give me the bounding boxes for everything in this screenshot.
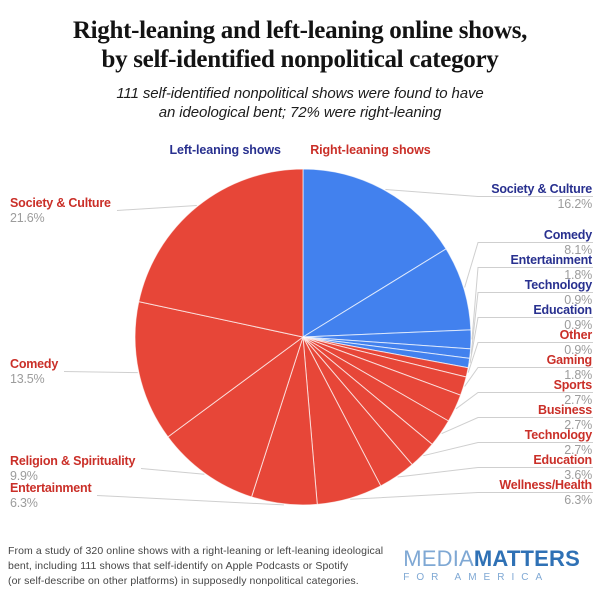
leader-lines — [63, 189, 593, 506]
slice-label-value: 13.5% — [10, 372, 45, 386]
slice-label-name: Entertainment — [10, 481, 92, 495]
slice-label-name: Gaming — [546, 353, 593, 367]
leader-line — [470, 292, 593, 354]
source-note-line: bent, including 111 shows that self-iden… — [8, 560, 349, 572]
slice-label: Education 0.9% — [533, 303, 592, 332]
slice-label-value: 2.7% — [564, 443, 592, 457]
slice-label: Wellness/Health 6.3% — [499, 478, 592, 507]
slice-label: Education 3.6% — [533, 453, 592, 482]
leader-line — [397, 467, 593, 478]
slice-label: Society & Culture 21.6% — [10, 196, 111, 225]
slice-label-name: Comedy — [10, 357, 59, 371]
slice-label-value: 0.9% — [564, 343, 592, 357]
slice-label: Comedy 13.5% — [10, 357, 58, 386]
slice-label-name: Religion & Spirituality — [10, 454, 136, 468]
leader-line — [464, 367, 593, 387]
logo-wordmark: MEDIAMATTERS — [403, 548, 580, 570]
pie-slice-comedy — [134, 301, 304, 438]
slice-label-name: Education — [533, 453, 592, 467]
source-note-line: From a study of 320 online shows with a … — [8, 545, 384, 557]
subtitle-line-1: 111 self-identified nonpolitical shows w… — [116, 85, 484, 102]
slice-label-name: Business — [538, 403, 592, 417]
leader-line — [116, 205, 197, 211]
leader-line — [140, 468, 205, 475]
pie-slice-religion-spirituality — [167, 336, 304, 498]
slice-label-value: 0.9% — [564, 293, 592, 307]
legend-left-leaning: Left-leaning shows — [169, 143, 281, 157]
pie-slices — [134, 168, 472, 506]
slice-label-name: Other — [559, 328, 593, 342]
slice-label: Sports 2.7% — [553, 378, 593, 407]
slice-label: Other 0.9% — [559, 328, 593, 357]
source-note: From a study of 320 online shows with a … — [8, 544, 383, 589]
slice-label-value: 6.3% — [10, 496, 38, 510]
slice-label-name: Sports — [553, 378, 593, 392]
slice-label-value: 6.3% — [564, 493, 592, 507]
slice-label-value: 2.7% — [564, 418, 592, 432]
slice-label-name: Technology — [524, 278, 592, 292]
leader-line — [96, 495, 284, 506]
slice-label: Entertainment 1.8% — [510, 253, 593, 282]
leader-line — [464, 242, 593, 288]
slice-label-value: 2.7% — [564, 393, 592, 407]
title-line-2: by self-identified nonpolitical category — [101, 46, 499, 73]
slice-label-value: 0.9% — [564, 318, 592, 332]
slice-label: Comedy 8.1% — [544, 228, 592, 257]
logo-tagline: FOR AMERICA — [403, 572, 550, 583]
slice-label-value: 16.2% — [557, 197, 593, 211]
slice-label-name: Society & Culture — [491, 182, 592, 196]
leader-line — [63, 371, 138, 374]
legend-right-leaning: Right-leaning shows — [310, 143, 431, 157]
slice-label-value: 1.8% — [564, 368, 592, 382]
slice-label-value: 3.6% — [564, 468, 592, 482]
slice-label-name: Entertainment — [510, 253, 593, 267]
slice-label-name: Society & Culture — [10, 196, 111, 210]
logo-matters-text: MATTERS — [473, 546, 580, 571]
leader-line — [467, 342, 593, 373]
leader-line — [423, 442, 593, 457]
slice-label: Technology 0.9% — [525, 278, 592, 307]
media-matters-logo: MEDIAMATTERS FOR AMERICA — [403, 548, 580, 584]
leader-line — [441, 417, 593, 435]
leader-line — [471, 267, 593, 340]
leader-line — [469, 317, 593, 364]
slice-label-value: 21.6% — [10, 211, 45, 225]
slice-label-name: Technology — [524, 428, 592, 442]
leader-line — [350, 492, 593, 500]
leader-line — [385, 189, 593, 197]
slice-label: Technology 2.7% — [525, 428, 592, 457]
slice-label: Gaming 1.8% — [546, 353, 593, 382]
slice-label: Entertainment 6.3% — [10, 481, 92, 510]
slice-label: Society & Culture 16.2% — [491, 182, 592, 211]
title-line-1: Right-leaning and left-leaning online sh… — [72, 17, 528, 44]
slice-label-value: 9.9% — [10, 469, 38, 483]
leader-line — [455, 392, 593, 410]
slice-label-value: 1.8% — [564, 268, 592, 282]
slice-label-value: 8.1% — [564, 243, 592, 257]
subtitle-line-2: an ideological bent; 72% were right-lean… — [158, 104, 442, 121]
source-note-line: (or self-describe on other platforms) in… — [8, 575, 359, 587]
legend: Left-leaning shows Right-leaning shows — [0, 143, 600, 157]
slice-label-name: Wellness/Health — [499, 478, 592, 492]
subtitle: 111 self-identified nonpolitical shows w… — [0, 84, 600, 122]
logo-media-text: MEDIA — [403, 546, 474, 571]
slice-label: Religion & Spirituality 9.9% — [10, 454, 135, 483]
slice-label: Business 2.7% — [538, 403, 592, 432]
pie-slice-society-culture — [138, 168, 304, 338]
pie-slice-society-culture — [302, 168, 447, 338]
slice-label-name: Education — [533, 303, 592, 317]
slice-label-name: Comedy — [543, 228, 592, 242]
page-title: Right-leaning and left-leaning online sh… — [0, 16, 600, 74]
